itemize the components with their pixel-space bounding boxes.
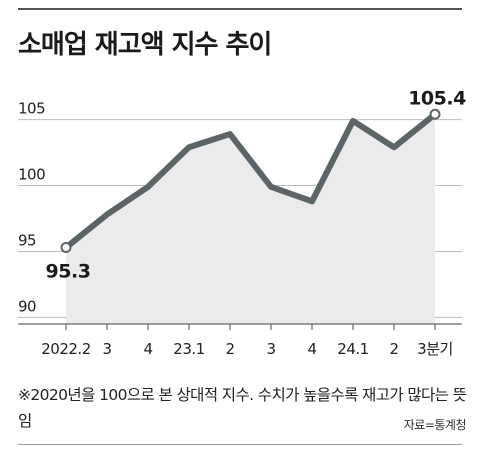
x-tick-label-0: 2022.2	[41, 340, 91, 358]
x-tick-label-3: 23.1	[173, 340, 204, 358]
bottom-rule	[18, 444, 462, 445]
series-line	[63, 111, 438, 251]
marker-layer	[60, 108, 441, 254]
chart-title: 소매업 재고액 지수 추이	[18, 30, 272, 60]
y-tick-label-95: 95	[18, 231, 36, 249]
data-labels: 95.3 105.4	[46, 87, 467, 282]
x-tick-label-7: 24.1	[337, 340, 368, 358]
x-tick-label-4: 2	[225, 340, 234, 358]
point-marker-0	[60, 242, 72, 254]
point-marker-9	[429, 108, 441, 120]
y-tick-label-105: 105	[18, 100, 45, 118]
x-tick-label-5: 3	[266, 340, 275, 358]
top-rule	[18, 8, 462, 10]
y-tick-label-100: 100	[18, 166, 45, 184]
source-label: 자료=통계청	[403, 418, 467, 432]
line-chart: 90 95 100 105 2022.2 3 4 23.1 2 3 4 24.1 2 3분기 95.3 1…	[18, 87, 467, 358]
y-tick-labels: 90 95 100 105	[18, 100, 46, 316]
x-tick-labels: 2022.2 3 4 23.1 2 3 4 24.1 2 3분기	[41, 340, 453, 358]
x-tick-label-1: 3	[102, 340, 111, 358]
x-tick-label-6: 4	[307, 340, 316, 358]
tick-layer	[18, 323, 462, 330]
area-fill	[66, 114, 435, 324]
x-tick-label-9: 3분기	[417, 340, 453, 358]
x-tick-label-8: 2	[389, 340, 398, 358]
y-tick-label-90: 90	[18, 297, 36, 315]
x-tick-label-2: 4	[143, 340, 152, 358]
data-label-0: 95.3	[46, 261, 91, 283]
footnote: ※2020년을 100으로 본 상대적 지수. 수치가 높을수록 재고가 많다는…	[18, 386, 467, 430]
data-label-9: 105.4	[408, 87, 466, 109]
